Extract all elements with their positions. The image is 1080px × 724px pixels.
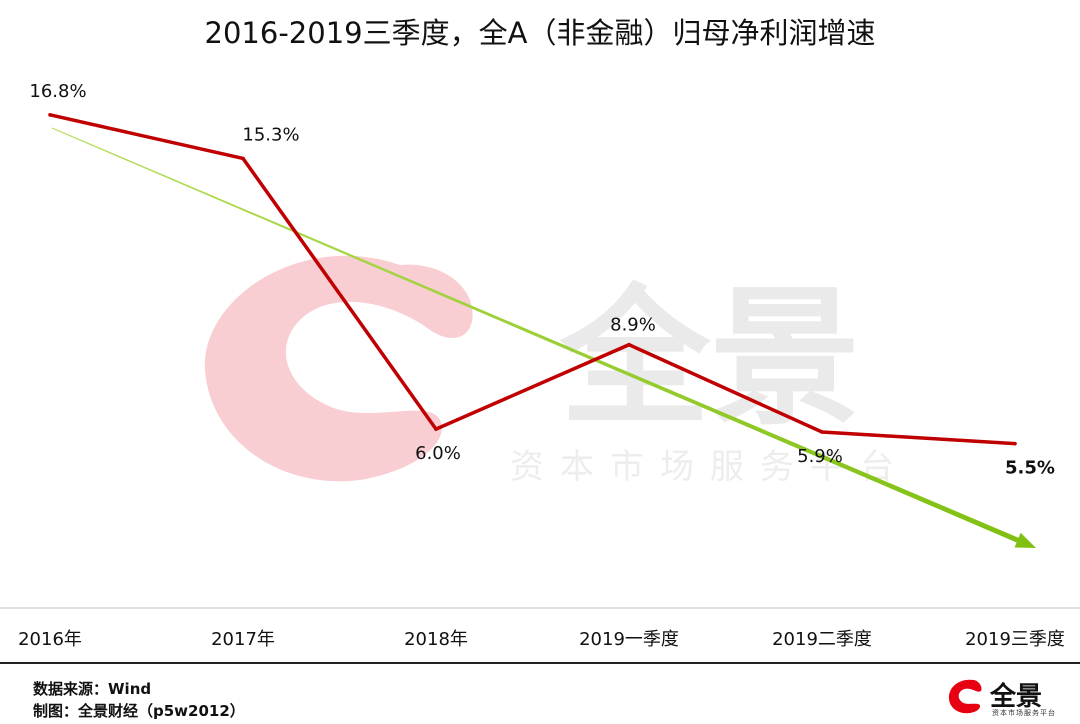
watermark-logo-icon (204, 255, 473, 482)
data-point (434, 427, 438, 431)
logo-brand: 全景 (990, 682, 1043, 712)
logo-tagline: 资本市场服务平台 (992, 709, 1056, 717)
watermark-brand: 全景 (559, 272, 860, 446)
x-tick-label: 2019二季度 (772, 629, 872, 650)
x-tick-label: 2017年 (211, 629, 275, 650)
series-line (49, 113, 1016, 446)
data-label: 15.3% (242, 124, 299, 145)
data-label: 5.5% (1005, 458, 1055, 479)
x-tick-label: 2019一季度 (579, 629, 679, 650)
chart-author: 制图：全景财经（p5w2012） (33, 702, 245, 720)
data-source: 数据来源：Wind (33, 680, 152, 698)
x-tick-label: 2018年 (404, 629, 468, 650)
data-point (627, 342, 631, 347)
footer-divider (0, 662, 1080, 664)
data-point (820, 430, 824, 434)
data-label: 16.8% (29, 81, 86, 102)
x-tick-label: 2016年 (18, 629, 82, 650)
line-chart: 全景 资本市场服务平台 16.8% 15.3% 6.0% 8.9% 5.9% 5.5% 2… (0, 81, 1080, 650)
data-label: 8.9% (610, 315, 656, 336)
x-tick-label: 2019三季度 (965, 629, 1065, 650)
data-point (1013, 441, 1017, 446)
data-point (48, 113, 52, 117)
brand-logo-icon (948, 679, 982, 714)
chart-title: 2016-2019三季度，全A（非金融）归母净利润增速 (204, 16, 876, 50)
data-label: 6.0% (415, 443, 461, 464)
data-point (241, 156, 245, 161)
watermark: 全景 资本市场服务平台 (204, 255, 910, 487)
watermark-tagline: 资本市场服务平台 (510, 447, 910, 487)
data-label: 5.9% (797, 446, 843, 467)
